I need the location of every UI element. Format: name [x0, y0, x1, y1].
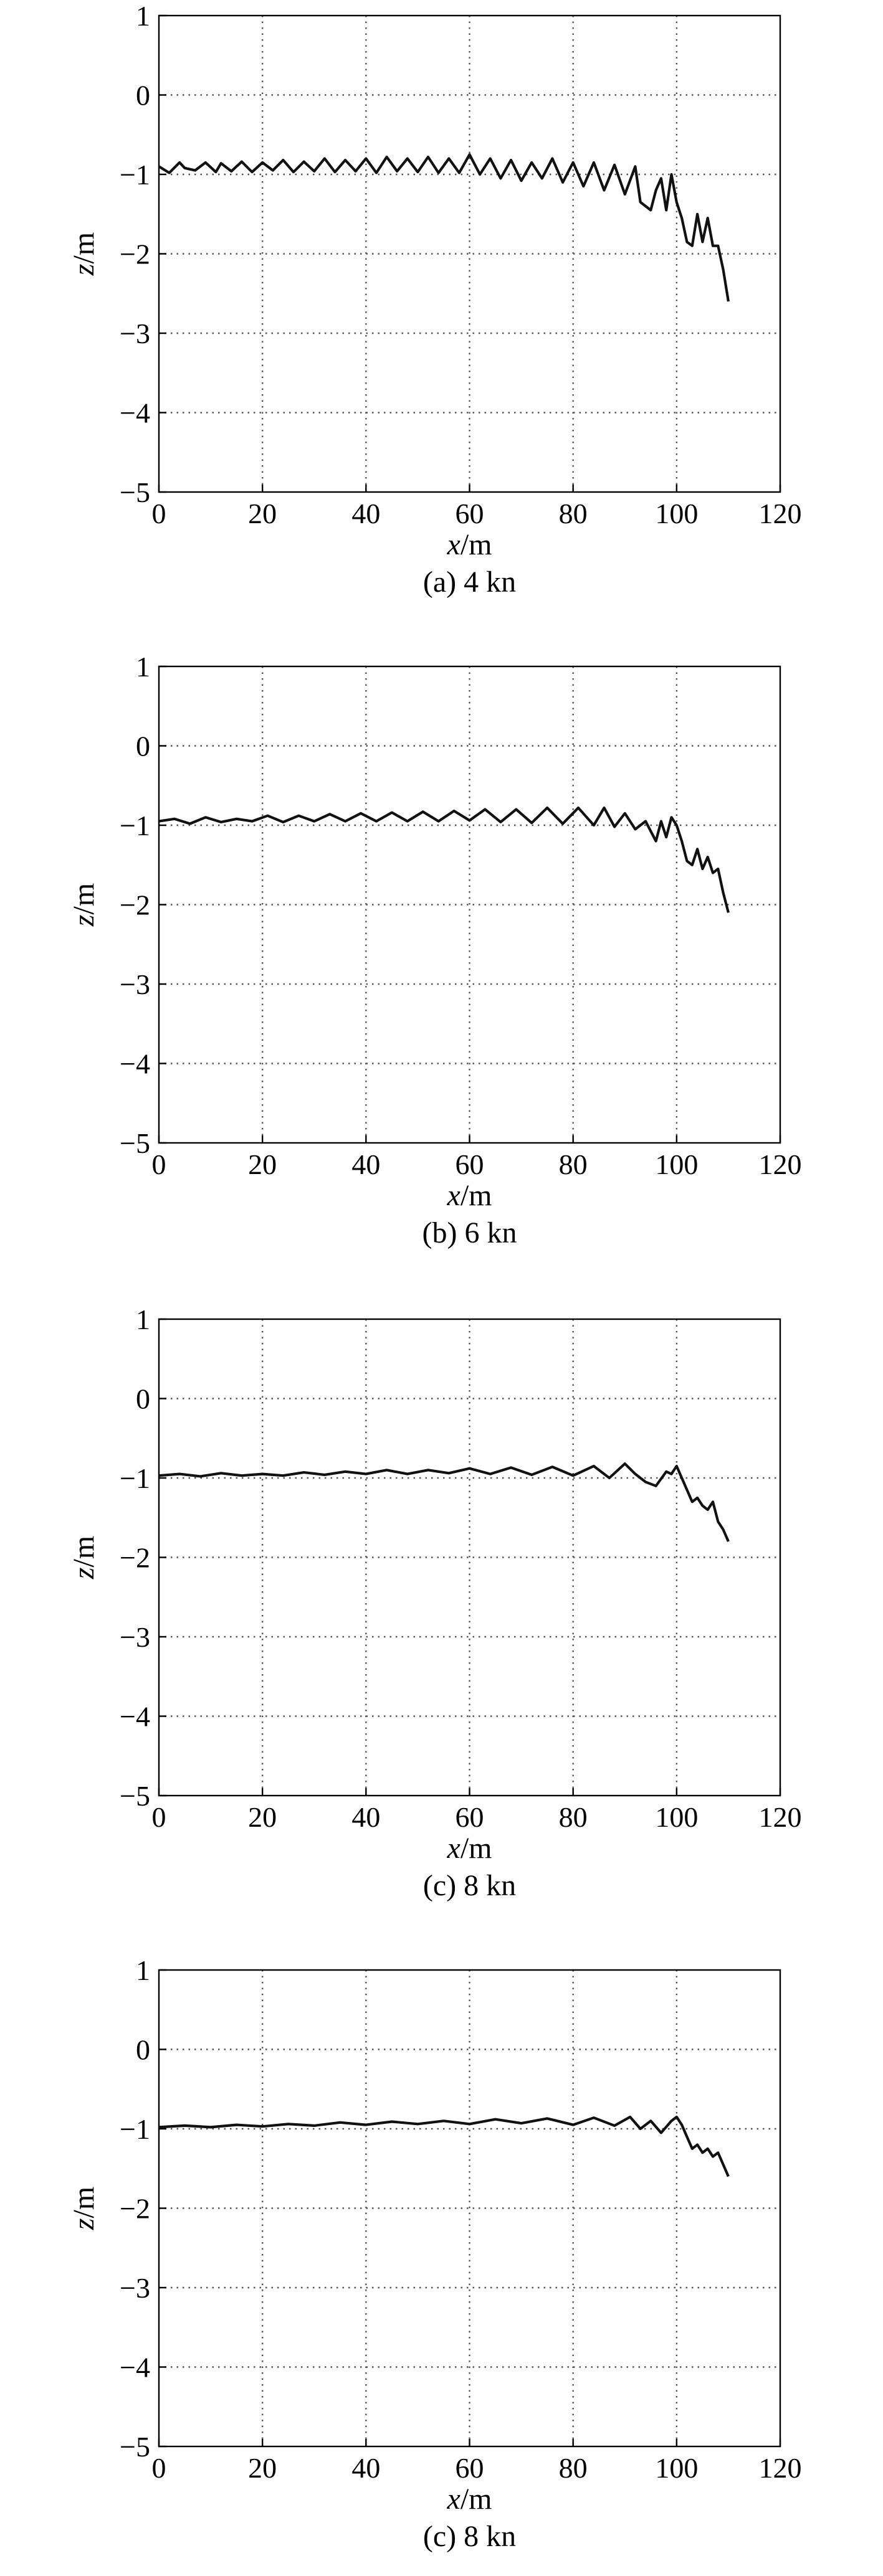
y-tick-label: −5: [120, 476, 150, 508]
x-axis-label: x/m: [447, 2483, 492, 2516]
x-tick-label: 120: [759, 498, 802, 529]
series-line: [158, 806, 730, 913]
y-axis-label: z/m: [67, 232, 100, 276]
x-axis-label-unit: /m: [461, 1179, 492, 1212]
y-axis-label: z/m: [67, 883, 100, 927]
y-tick-label: −2: [120, 2193, 150, 2225]
x-tick-label: 40: [351, 498, 380, 529]
y-tick-label: −5: [120, 2431, 150, 2463]
plot-frame: [158, 1318, 781, 1797]
x-tick-label: 60: [456, 498, 484, 529]
y-tick-label: −5: [120, 1780, 150, 1812]
x-tick-label: 120: [759, 1148, 802, 1180]
panel-caption: (c) 8 kn: [423, 2520, 516, 2553]
x-axis-label-var: x: [447, 1179, 461, 1212]
y-axis-label-var: z: [67, 2218, 100, 2230]
x-tick-label: 80: [559, 2452, 588, 2484]
x-tick-label: 20: [248, 2452, 277, 2484]
plot-frame: [158, 665, 781, 1144]
y-tick-label: −4: [120, 397, 150, 429]
y-tick-label: −4: [120, 1701, 150, 1733]
y-axis-label-unit: /m: [67, 2187, 100, 2218]
y-tick-label: −1: [120, 1462, 150, 1494]
x-tick-label: 40: [351, 1148, 380, 1180]
y-axis-label: z/m: [67, 2187, 100, 2230]
series-line: [158, 1462, 730, 1542]
x-tick-label: 100: [655, 1148, 698, 1180]
x-tick-label: 20: [248, 1801, 277, 1833]
x-tick-label: 100: [655, 498, 698, 529]
x-tick-label: 60: [456, 1801, 484, 1833]
y-tick-label: −3: [120, 2272, 150, 2304]
y-tick-label: −2: [120, 1542, 150, 1574]
y-tick-label: −3: [120, 1621, 150, 1653]
y-tick-label: 1: [136, 1304, 150, 1335]
x-tick-label: 20: [248, 498, 277, 529]
x-tick-label: 0: [152, 2452, 166, 2484]
x-axis-label: x/m: [447, 1832, 492, 1865]
x-tick-label: 80: [559, 498, 588, 529]
y-tick-label: −2: [120, 239, 150, 270]
y-tick-label: −4: [120, 1048, 150, 1080]
x-axis-label-unit: /m: [461, 2483, 492, 2516]
y-tick-label: −1: [120, 159, 150, 191]
x-tick-label: 100: [655, 2452, 698, 2484]
y-axis-label: z/m: [67, 1536, 100, 1579]
x-tick-label: 60: [456, 2452, 484, 2484]
x-tick-label: 0: [152, 1148, 166, 1180]
y-tick-label: −5: [120, 1127, 150, 1159]
x-tick-label: 0: [152, 1801, 166, 1833]
y-tick-label: 0: [136, 731, 150, 762]
panel-caption: (c) 8 kn: [423, 1869, 516, 1902]
x-tick-label: 80: [559, 1801, 588, 1833]
x-axis-label-unit: /m: [461, 528, 492, 561]
x-tick-label: 0: [152, 498, 166, 529]
plot-frame: [158, 14, 781, 493]
x-tick-label: 40: [351, 1801, 380, 1833]
panel-caption: (a) 4 kn: [423, 566, 516, 599]
series-line: [158, 2115, 730, 2177]
y-axis-label-unit: /m: [67, 883, 100, 915]
panel-caption: (b) 6 kn: [422, 1216, 517, 1249]
x-tick-label: 120: [759, 1801, 802, 1833]
y-axis-label-var: z: [67, 1567, 100, 1579]
y-tick-label: 0: [136, 80, 150, 111]
y-axis-label-unit: /m: [67, 1536, 100, 1568]
y-tick-label: −3: [120, 968, 150, 1000]
y-axis-label-var: z: [67, 263, 100, 276]
y-tick-label: 0: [136, 1383, 150, 1415]
x-tick-label: 20: [248, 1148, 277, 1180]
x-axis-label-var: x: [447, 2483, 461, 2516]
x-axis-label-var: x: [447, 1832, 461, 1865]
x-tick-label: 80: [559, 1148, 588, 1180]
plot-frame: [158, 1969, 781, 2448]
y-tick-label: −2: [120, 889, 150, 921]
y-tick-label: −3: [120, 318, 150, 349]
x-axis-label: x/m: [447, 528, 492, 561]
y-tick-label: 1: [136, 651, 150, 683]
x-tick-label: 100: [655, 1801, 698, 1833]
y-axis-label-unit: /m: [67, 232, 100, 264]
x-axis-label-unit: /m: [461, 1832, 492, 1865]
x-axis-label-var: x: [447, 528, 461, 561]
y-tick-label: −4: [120, 2352, 150, 2384]
y-axis-label-var: z: [67, 914, 100, 927]
x-tick-label: 60: [456, 1148, 484, 1180]
y-tick-label: −1: [120, 2113, 150, 2145]
x-axis-label: x/m: [447, 1179, 492, 1212]
y-tick-label: 0: [136, 2034, 150, 2066]
x-tick-label: 120: [759, 2452, 802, 2484]
series-line: [158, 153, 730, 302]
x-tick-label: 40: [351, 2452, 380, 2484]
y-tick-label: 1: [136, 1954, 150, 1986]
y-tick-label: 1: [136, 0, 150, 32]
y-tick-label: −1: [120, 810, 150, 841]
